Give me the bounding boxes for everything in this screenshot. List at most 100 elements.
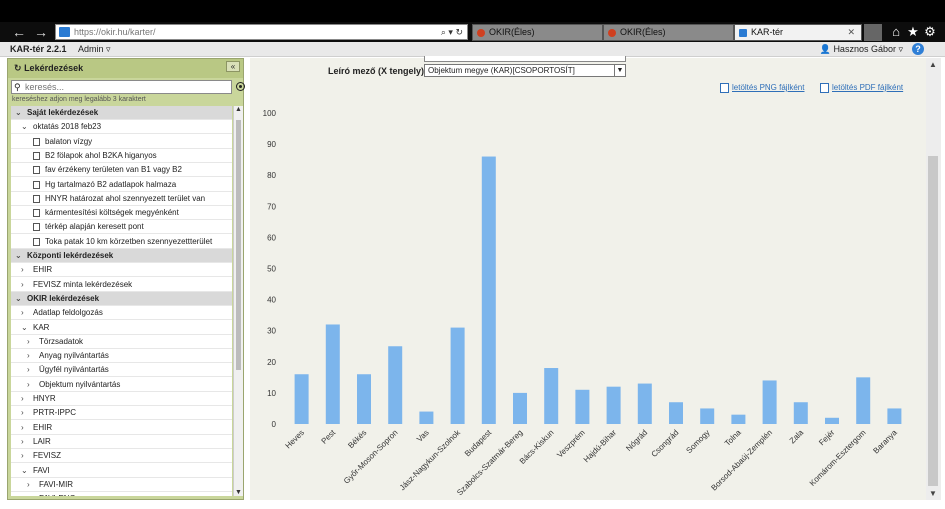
tree-folder[interactable]: › Ügyfél nyilvántartás [11, 363, 232, 378]
admin-menu[interactable]: Admin ▿ [78, 44, 111, 54]
chevron-right-icon[interactable]: › [21, 394, 24, 403]
bar[interactable] [731, 414, 746, 424]
scroll-thumb[interactable] [236, 120, 241, 370]
tree-folder[interactable]: › FAVI-ENG [11, 492, 232, 496]
tree-query-item[interactable]: Toka patak 10 km körzetben szennyezettte… [11, 235, 232, 249]
chevron-right-icon[interactable]: › [27, 365, 30, 375]
tree-folder[interactable]: › FEVISZ [11, 449, 232, 464]
chevron-right-icon[interactable]: › [21, 422, 24, 432]
bar[interactable] [294, 374, 309, 424]
search-input[interactable] [25, 81, 230, 93]
back-icon[interactable]: ← [12, 24, 26, 40]
chevron-right-icon[interactable]: › [27, 379, 30, 389]
bar[interactable] [762, 380, 777, 424]
bar[interactable] [513, 392, 527, 424]
bar[interactable] [450, 327, 465, 424]
tree-query-item[interactable]: Hg tartalmazó B2 adatlapok halmaza [11, 178, 232, 192]
tree-folder[interactable]: › PRTR-IPPC [11, 406, 232, 421]
tree-query-item[interactable]: balaton vízgy [11, 135, 232, 149]
tree-folder[interactable]: › EHIR [11, 421, 232, 435]
new-tab-area[interactable] [864, 24, 882, 41]
scroll-up-icon[interactable]: ▲ [235, 106, 242, 113]
bar[interactable] [856, 377, 871, 424]
chevron-down-icon[interactable]: ⌄ [21, 465, 28, 475]
x-tick-label: Veszprém [555, 428, 587, 460]
user-menu[interactable]: 👤 Hasznos Gábor ▿ [820, 44, 903, 55]
chevron-right-icon[interactable]: › [21, 279, 24, 289]
tree-query-item[interactable]: fav érzékeny területen van B1 vagy B2 [11, 163, 232, 178]
tree-query-item[interactable]: térkép alapján keresett pont [11, 220, 232, 235]
x-axis-field-select[interactable]: Objektum megye (KAR)[CSOPORTOSÍT] ▼ [424, 64, 626, 77]
tree-query-item[interactable]: HNYR határozat ahol szennyezett terület … [11, 192, 232, 206]
scroll-up-icon[interactable]: ▲ [929, 60, 937, 69]
bar[interactable] [575, 389, 590, 424]
tree-folder[interactable]: ⌄ FAVI [11, 464, 232, 478]
bar[interactable] [669, 402, 683, 424]
tree-folder[interactable]: › FAVI-MIR [11, 478, 232, 492]
bar[interactable] [606, 386, 621, 424]
tree-folder[interactable]: ⌄ oktatás 2018 feb23 [11, 120, 232, 135]
chevron-right-icon[interactable]: › [27, 479, 30, 489]
settings-gear-icon[interactable]: ⚙ [924, 24, 936, 39]
help-icon[interactable]: ? [912, 43, 924, 55]
download-png-link[interactable]: letöltés PNG fájlként [720, 83, 804, 93]
tree-query-item[interactable]: kármentesítési költségek megyénként [11, 206, 232, 221]
bar[interactable] [388, 346, 403, 424]
bar[interactable] [793, 402, 808, 424]
bar[interactable] [325, 324, 340, 424]
bar[interactable] [481, 156, 496, 424]
bar[interactable] [544, 368, 559, 424]
chevron-right-icon[interactable]: › [27, 336, 30, 346]
tree-section[interactable]: ⌄ Központi lekérdezések [11, 249, 232, 263]
bar[interactable] [825, 417, 839, 424]
bar[interactable] [887, 408, 902, 424]
collapse-sidebar-button[interactable]: « [226, 61, 240, 72]
tree-folder[interactable]: › Anyag nyilvántartás [11, 349, 232, 364]
tree-scrollbar[interactable]: ▲ ▼ [233, 106, 243, 496]
chevron-down-icon[interactable]: ▼ [614, 65, 625, 76]
forward-icon[interactable]: → [34, 24, 48, 40]
tab-okir-2[interactable]: OKIR(Éles) [603, 24, 734, 41]
tree-folder[interactable]: › FEVISZ minta lekérdezések [11, 278, 232, 292]
chevron-down-icon[interactable]: ⌄ [21, 322, 28, 332]
bar[interactable] [637, 383, 652, 424]
search-refresh-icon[interactable]: ⌕ ▾ ↻ [440, 27, 463, 37]
tree-folder[interactable]: › Törzsadatok [11, 335, 232, 349]
favorites-star-icon[interactable]: ★ [907, 24, 919, 39]
tree-query-item[interactable]: B2 fölapok ahol B2KA higanyos [11, 149, 232, 163]
close-tab-icon[interactable]: ✕ [847, 27, 855, 37]
chevron-down-icon[interactable]: ⌄ [15, 293, 22, 303]
home-icon[interactable]: ⌂ [892, 24, 900, 39]
refresh-icon[interactable]: ↻ [14, 63, 22, 73]
tab-karter[interactable]: KAR-tér ✕ [734, 24, 862, 41]
chevron-right-icon[interactable]: › [27, 492, 30, 496]
chevron-right-icon[interactable]: › [21, 451, 24, 461]
chevron-right-icon[interactable]: › [21, 436, 24, 446]
bar[interactable] [419, 411, 434, 424]
tab-okir-1[interactable]: OKIR(Éles) [472, 24, 603, 41]
bar[interactable] [357, 374, 371, 424]
search-target-icon[interactable] [236, 82, 245, 91]
chevron-right-icon[interactable]: › [21, 308, 24, 318]
chevron-down-icon[interactable]: ⌄ [15, 251, 22, 260]
url-field[interactable]: https://okir.hu/karter/ ⌕ ▾ ↻ [55, 24, 468, 40]
chevron-right-icon[interactable]: › [27, 351, 30, 361]
chevron-down-icon[interactable]: ⌄ [15, 108, 22, 117]
tree-section[interactable]: ⌄ OKIR lekérdezések [11, 291, 232, 306]
chevron-right-icon[interactable]: › [21, 408, 24, 418]
download-pdf-link[interactable]: letöltés PDF fájlként [820, 83, 903, 93]
tree-section[interactable]: ⌄ Saját lekérdezések [11, 106, 232, 120]
tree-folder[interactable]: › HNYR [11, 392, 232, 406]
tree-folder[interactable]: › EHIR [11, 263, 232, 278]
scroll-down-icon[interactable]: ▼ [235, 489, 242, 496]
chevron-right-icon[interactable]: › [21, 265, 24, 275]
tree-folder[interactable]: › LAIR [11, 435, 232, 449]
tree-folder[interactable]: ⌄ KAR [11, 321, 232, 335]
bar[interactable] [700, 408, 715, 424]
chevron-down-icon[interactable]: ⌄ [21, 122, 28, 132]
tree-folder[interactable]: › Objektum nyilvántartás [11, 378, 232, 392]
main-scrollbar[interactable]: ▲ ▼ [926, 58, 941, 500]
scroll-down-icon[interactable]: ▼ [929, 489, 937, 498]
tree-folder[interactable]: › Adatlap feldolgozás [11, 306, 232, 321]
scroll-thumb[interactable] [928, 156, 938, 486]
